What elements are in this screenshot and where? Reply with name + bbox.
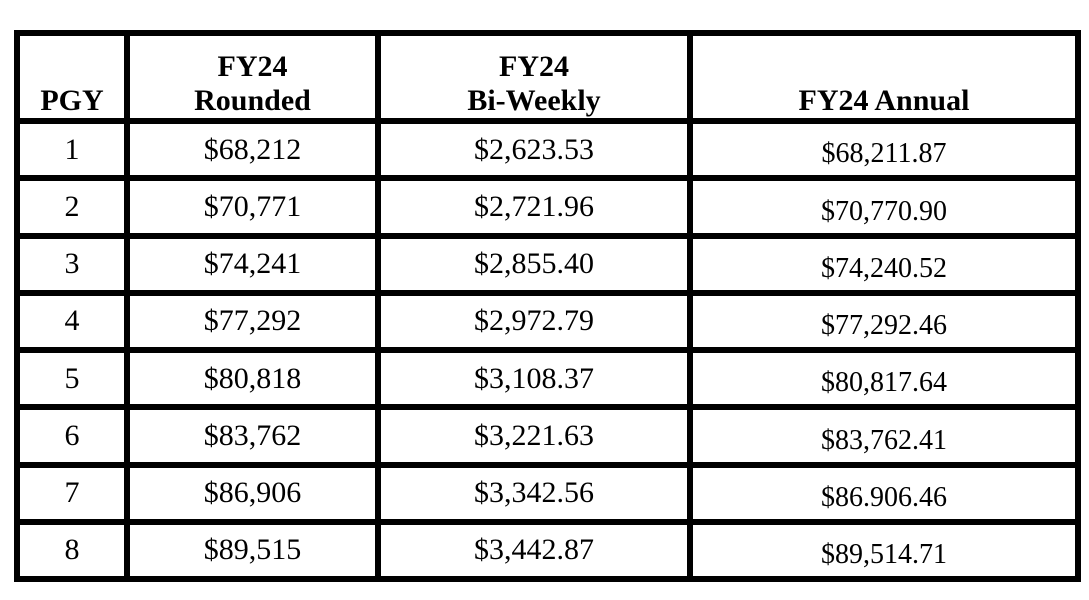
table-row: 2 $70,771 $2,721.96 $70,770.90 — [14, 175, 1081, 239]
table-row: 4 $77,292 $2,972.79 $77,292.46 — [14, 289, 1081, 354]
cell-biweekly: $3,221.63 — [375, 404, 693, 468]
cell-annual: $74,240.52 — [687, 232, 1081, 296]
cell-pgy: 3 — [14, 232, 130, 296]
cell-rounded: $83,762 — [124, 404, 381, 468]
cell-annual: $89,514.71 — [687, 518, 1081, 583]
cell-pgy: 2 — [14, 175, 130, 239]
cell-rounded: $77,292 — [124, 289, 381, 354]
header-rounded-line2: Rounded — [194, 84, 311, 117]
header-biweekly-line1: FY24 — [499, 50, 569, 83]
cell-biweekly: $3,442.87 — [375, 518, 693, 583]
cell-pgy: 7 — [14, 461, 130, 525]
cell-annual: $83,762.41 — [687, 404, 1081, 468]
cell-annual: $70,770.90 — [687, 175, 1081, 239]
cell-annual: $86.906.46 — [687, 461, 1081, 525]
cell-rounded: $70,771 — [124, 175, 381, 239]
cell-pgy: 8 — [14, 518, 130, 583]
cell-pgy: 6 — [14, 404, 130, 468]
cell-biweekly: $3,108.37 — [375, 346, 693, 411]
cell-biweekly: $2,855.40 — [375, 232, 693, 296]
cell-rounded: $80,818 — [124, 346, 381, 411]
cell-biweekly: $3,342.56 — [375, 461, 693, 525]
table-row: 1 $68,212 $2,623.53 $68,211.87 — [14, 117, 1081, 182]
header-cell-rounded: FY24 Rounded — [124, 30, 381, 124]
fy24-salary-table: PGY FY24 Rounded FY24 Bi-Weekly FY24 Ann… — [14, 30, 1081, 583]
cell-pgy: 4 — [14, 289, 130, 354]
table-row: 7 $86,906 $3,342.56 $86.906.46 — [14, 461, 1081, 525]
header-pgy-label: PGY — [40, 84, 104, 117]
cell-annual: $68,211.87 — [687, 117, 1081, 182]
cell-rounded: $74,241 — [124, 232, 381, 296]
header-row: PGY FY24 Rounded FY24 Bi-Weekly FY24 Ann… — [14, 30, 1081, 124]
cell-pgy: 1 — [14, 117, 130, 182]
table-row: 8 $89,515 $3,442.87 $89,514.71 — [14, 518, 1081, 583]
cell-annual: $80,817.64 — [687, 346, 1081, 411]
table-row: 5 $80,818 $3,108.37 $80,817.64 — [14, 346, 1081, 411]
header-cell-pgy: PGY — [14, 30, 130, 124]
cell-annual: $77,292.46 — [687, 289, 1081, 354]
header-biweekly-line2: Bi-Weekly — [467, 84, 601, 117]
cell-rounded: $89,515 — [124, 518, 381, 583]
cell-rounded: $68,212 — [124, 117, 381, 182]
header-cell-annual: FY24 Annual — [687, 30, 1081, 124]
cell-biweekly: $2,721.96 — [375, 175, 693, 239]
cell-rounded: $86,906 — [124, 461, 381, 525]
header-cell-biweekly: FY24 Bi-Weekly — [375, 30, 693, 124]
table-row: 6 $83,762 $3,221.63 $83,762.41 — [14, 404, 1081, 468]
cell-biweekly: $2,623.53 — [375, 117, 693, 182]
cell-pgy: 5 — [14, 346, 130, 411]
header-annual-label: FY24 Annual — [798, 84, 970, 117]
cell-biweekly: $2,972.79 — [375, 289, 693, 354]
table-row: 3 $74,241 $2,855.40 $74,240.52 — [14, 232, 1081, 296]
header-rounded-line1: FY24 — [217, 50, 288, 83]
